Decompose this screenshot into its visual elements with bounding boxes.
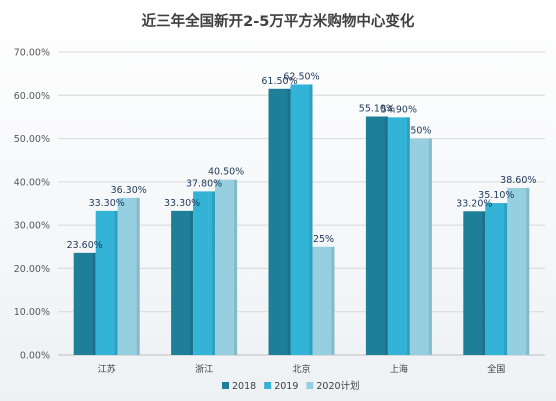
y-tick-label: 70.00%: [14, 48, 50, 59]
category-label: 上海: [390, 363, 408, 375]
chart-title: 近三年全国新开2-5万平方米购物中心变化: [142, 12, 415, 30]
category-label: 全国: [487, 363, 505, 375]
category-label: 浙江: [195, 363, 213, 375]
legend-entry: 2018: [232, 381, 256, 392]
data-label: 37.80%: [186, 178, 222, 189]
legend: 2018 2019 2020计划: [222, 380, 360, 392]
data-labels: 23.60% 33.30% 36.30% 33.30% 37.80%40.50% 61.5…: [67, 71, 537, 250]
data-label: 25%: [313, 234, 334, 245]
bars: [73, 84, 530, 356]
legend-swatch: [222, 382, 229, 389]
bar-江苏-2020计划: [117, 197, 140, 355]
bar-shade: [212, 191, 216, 355]
data-label: 62.50%: [283, 71, 319, 82]
bar-shade: [287, 88, 291, 356]
data-label: 50%: [410, 126, 431, 137]
data-label: 55.10%: [359, 103, 395, 114]
bar-上海-2020计划: [409, 138, 432, 355]
bar-上海-2018: [365, 116, 388, 355]
legend-entry: 2020计划: [316, 380, 359, 392]
bar-全国-2020计划: [507, 187, 530, 355]
bar-上海-2019: [387, 117, 410, 356]
bar-shade: [92, 252, 96, 355]
bar-全国-2019: [485, 203, 508, 355]
y-tick-label: 40.00%: [14, 177, 50, 188]
bar-shade: [428, 138, 432, 355]
data-label: 33.20%: [456, 198, 492, 209]
bar-shade: [331, 246, 335, 355]
bar-北京-2018: [268, 88, 291, 356]
y-tick-label: 20.00%: [14, 264, 50, 275]
y-axis-ticks: 0.00% 10.00% 20.00% 30.00% 40.00% 50.00% 60.00…: [14, 48, 50, 362]
data-label: 61.50%: [261, 76, 297, 87]
bar-shade: [504, 203, 508, 355]
bar-shade: [309, 84, 313, 355]
data-label: 54.90%: [381, 104, 417, 115]
legend-swatch: [264, 382, 272, 389]
data-label: 33.30%: [164, 198, 200, 209]
bar-北京-2020计划: [312, 246, 335, 355]
data-label: 35.10%: [478, 190, 514, 201]
data-label: 36.30%: [111, 185, 147, 196]
data-label: 33.30%: [89, 198, 125, 209]
y-tick-label: 60.00%: [14, 91, 50, 102]
legend-entry: 2019: [274, 381, 298, 392]
y-tick-label: 0.00%: [20, 351, 50, 362]
bar-shade: [482, 211, 486, 355]
bar-shade: [526, 187, 530, 355]
y-tick-label: 50.00%: [14, 134, 50, 145]
legend-swatch: [306, 382, 314, 389]
bar-全国-2018: [463, 211, 486, 355]
bar-shade: [136, 197, 140, 355]
data-label: 38.60%: [500, 175, 536, 186]
y-tick-label: 10.00%: [14, 307, 50, 318]
data-label: 23.60%: [67, 240, 103, 251]
category-label: 江苏: [98, 363, 116, 375]
bar-浙江-2020计划: [215, 179, 238, 355]
data-label: 40.50%: [208, 167, 244, 178]
bar-shade: [234, 179, 238, 355]
bar-江苏-2019: [95, 210, 118, 355]
bar-shade: [114, 210, 118, 355]
bar-浙江-2019: [193, 191, 216, 355]
bar-浙江-2018: [171, 210, 194, 355]
x-axis-categories: 江苏 浙江 北京 上海 全国: [98, 363, 506, 375]
bar-shade: [190, 210, 194, 355]
bar-北京-2019: [290, 84, 313, 355]
y-tick-label: 30.00%: [14, 221, 50, 232]
category-label: 北京: [292, 363, 310, 375]
bar-江苏-2018: [73, 252, 96, 355]
bar-shade: [384, 116, 388, 355]
bar-shade: [406, 117, 410, 356]
